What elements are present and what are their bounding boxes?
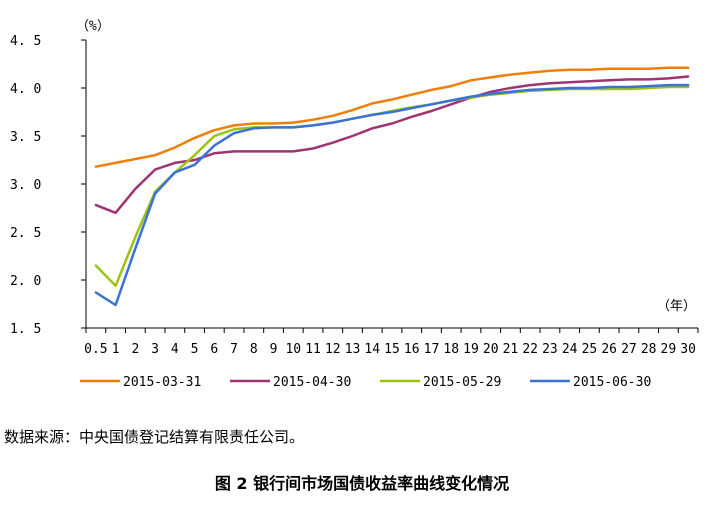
y-tick-label: 3. 5 — [10, 130, 41, 145]
x-tick-label: 10 — [285, 342, 301, 357]
x-tick-label: 14 — [364, 342, 380, 357]
x-tick-label: 13 — [345, 342, 361, 357]
x-tick-label: 30 — [680, 342, 696, 357]
x-tick-label: 28 — [641, 342, 657, 357]
x-tick-label: 7 — [230, 342, 238, 357]
legend-label: 2015-05-29 — [423, 375, 501, 390]
x-tick-label: 16 — [404, 342, 420, 357]
data-source-note: 数据来源：中央国债登记结算有限责任公司。 — [4, 428, 305, 446]
x-tick-label: 21 — [503, 342, 519, 357]
x-tick-label: 6 — [210, 342, 218, 357]
figure-caption: 图 2 银行间市场国债收益率曲线变化情况 — [214, 474, 510, 493]
legend-label: 2015-04-30 — [273, 375, 351, 390]
x-tick-label: 15 — [384, 342, 400, 357]
x-tick-label: 27 — [621, 342, 637, 357]
x-tick-label: 20 — [483, 342, 499, 357]
x-tick-label: 18 — [443, 342, 459, 357]
series-line-3 — [94, 85, 690, 288]
x-tick-label: 5 — [191, 342, 199, 357]
chart-series-lines — [94, 66, 690, 307]
series-line-4 — [94, 83, 690, 307]
x-tick-label: 1 — [112, 342, 120, 357]
x-axis-unit: （年） — [657, 299, 696, 314]
legend-label: 2015-03-31 — [123, 375, 201, 390]
y-tick-label: 3. 0 — [10, 178, 41, 193]
y-tick-label: 4. 5 — [10, 34, 41, 49]
x-tick-label: 9 — [270, 342, 278, 357]
series-line-1 — [94, 66, 690, 168]
yield-curve-chart: 1. 52. 02. 53. 03. 54. 04. 50.5 1 2 3 4 5 6 7 8 9… — [10, 19, 699, 390]
x-tick-label: 29 — [661, 342, 677, 357]
x-tick-label: 12 — [325, 342, 341, 357]
x-tick-label: 25 — [582, 342, 598, 357]
x-tick-label: 3 — [151, 342, 159, 357]
y-tick-label: 2. 5 — [10, 226, 41, 241]
x-tick-label: 2 — [131, 342, 139, 357]
y-tick-label: 2. 0 — [10, 274, 41, 289]
y-axis-unit: （%） — [76, 19, 110, 34]
y-tick-label: 1. 5 — [10, 322, 41, 337]
x-tick-label: 11 — [305, 342, 321, 357]
y-tick-label: 4. 0 — [10, 82, 41, 97]
x-tick-label: 22 — [522, 342, 538, 357]
x-tick-label: 23 — [542, 342, 558, 357]
chart-legend: 2015-03-31 2015-04-30 2015-05-29 2015-06-30 — [80, 375, 651, 390]
x-tick-label: 4 — [171, 342, 179, 357]
x-tick-label: 24 — [562, 342, 578, 357]
legend-label: 2015-06-30 — [573, 375, 651, 390]
x-tick-label: 0.5 — [84, 342, 107, 357]
x-tick-label: 8 — [250, 342, 258, 357]
x-tick-label: 26 — [601, 342, 617, 357]
chart-axes: 1. 52. 02. 53. 03. 54. 04. 50.5 1 2 3 4 5 6 7 8 9… — [10, 19, 699, 357]
x-tick-label: 17 — [424, 342, 440, 357]
series-line-2 — [94, 75, 690, 215]
x-tick-label: 19 — [463, 342, 479, 357]
